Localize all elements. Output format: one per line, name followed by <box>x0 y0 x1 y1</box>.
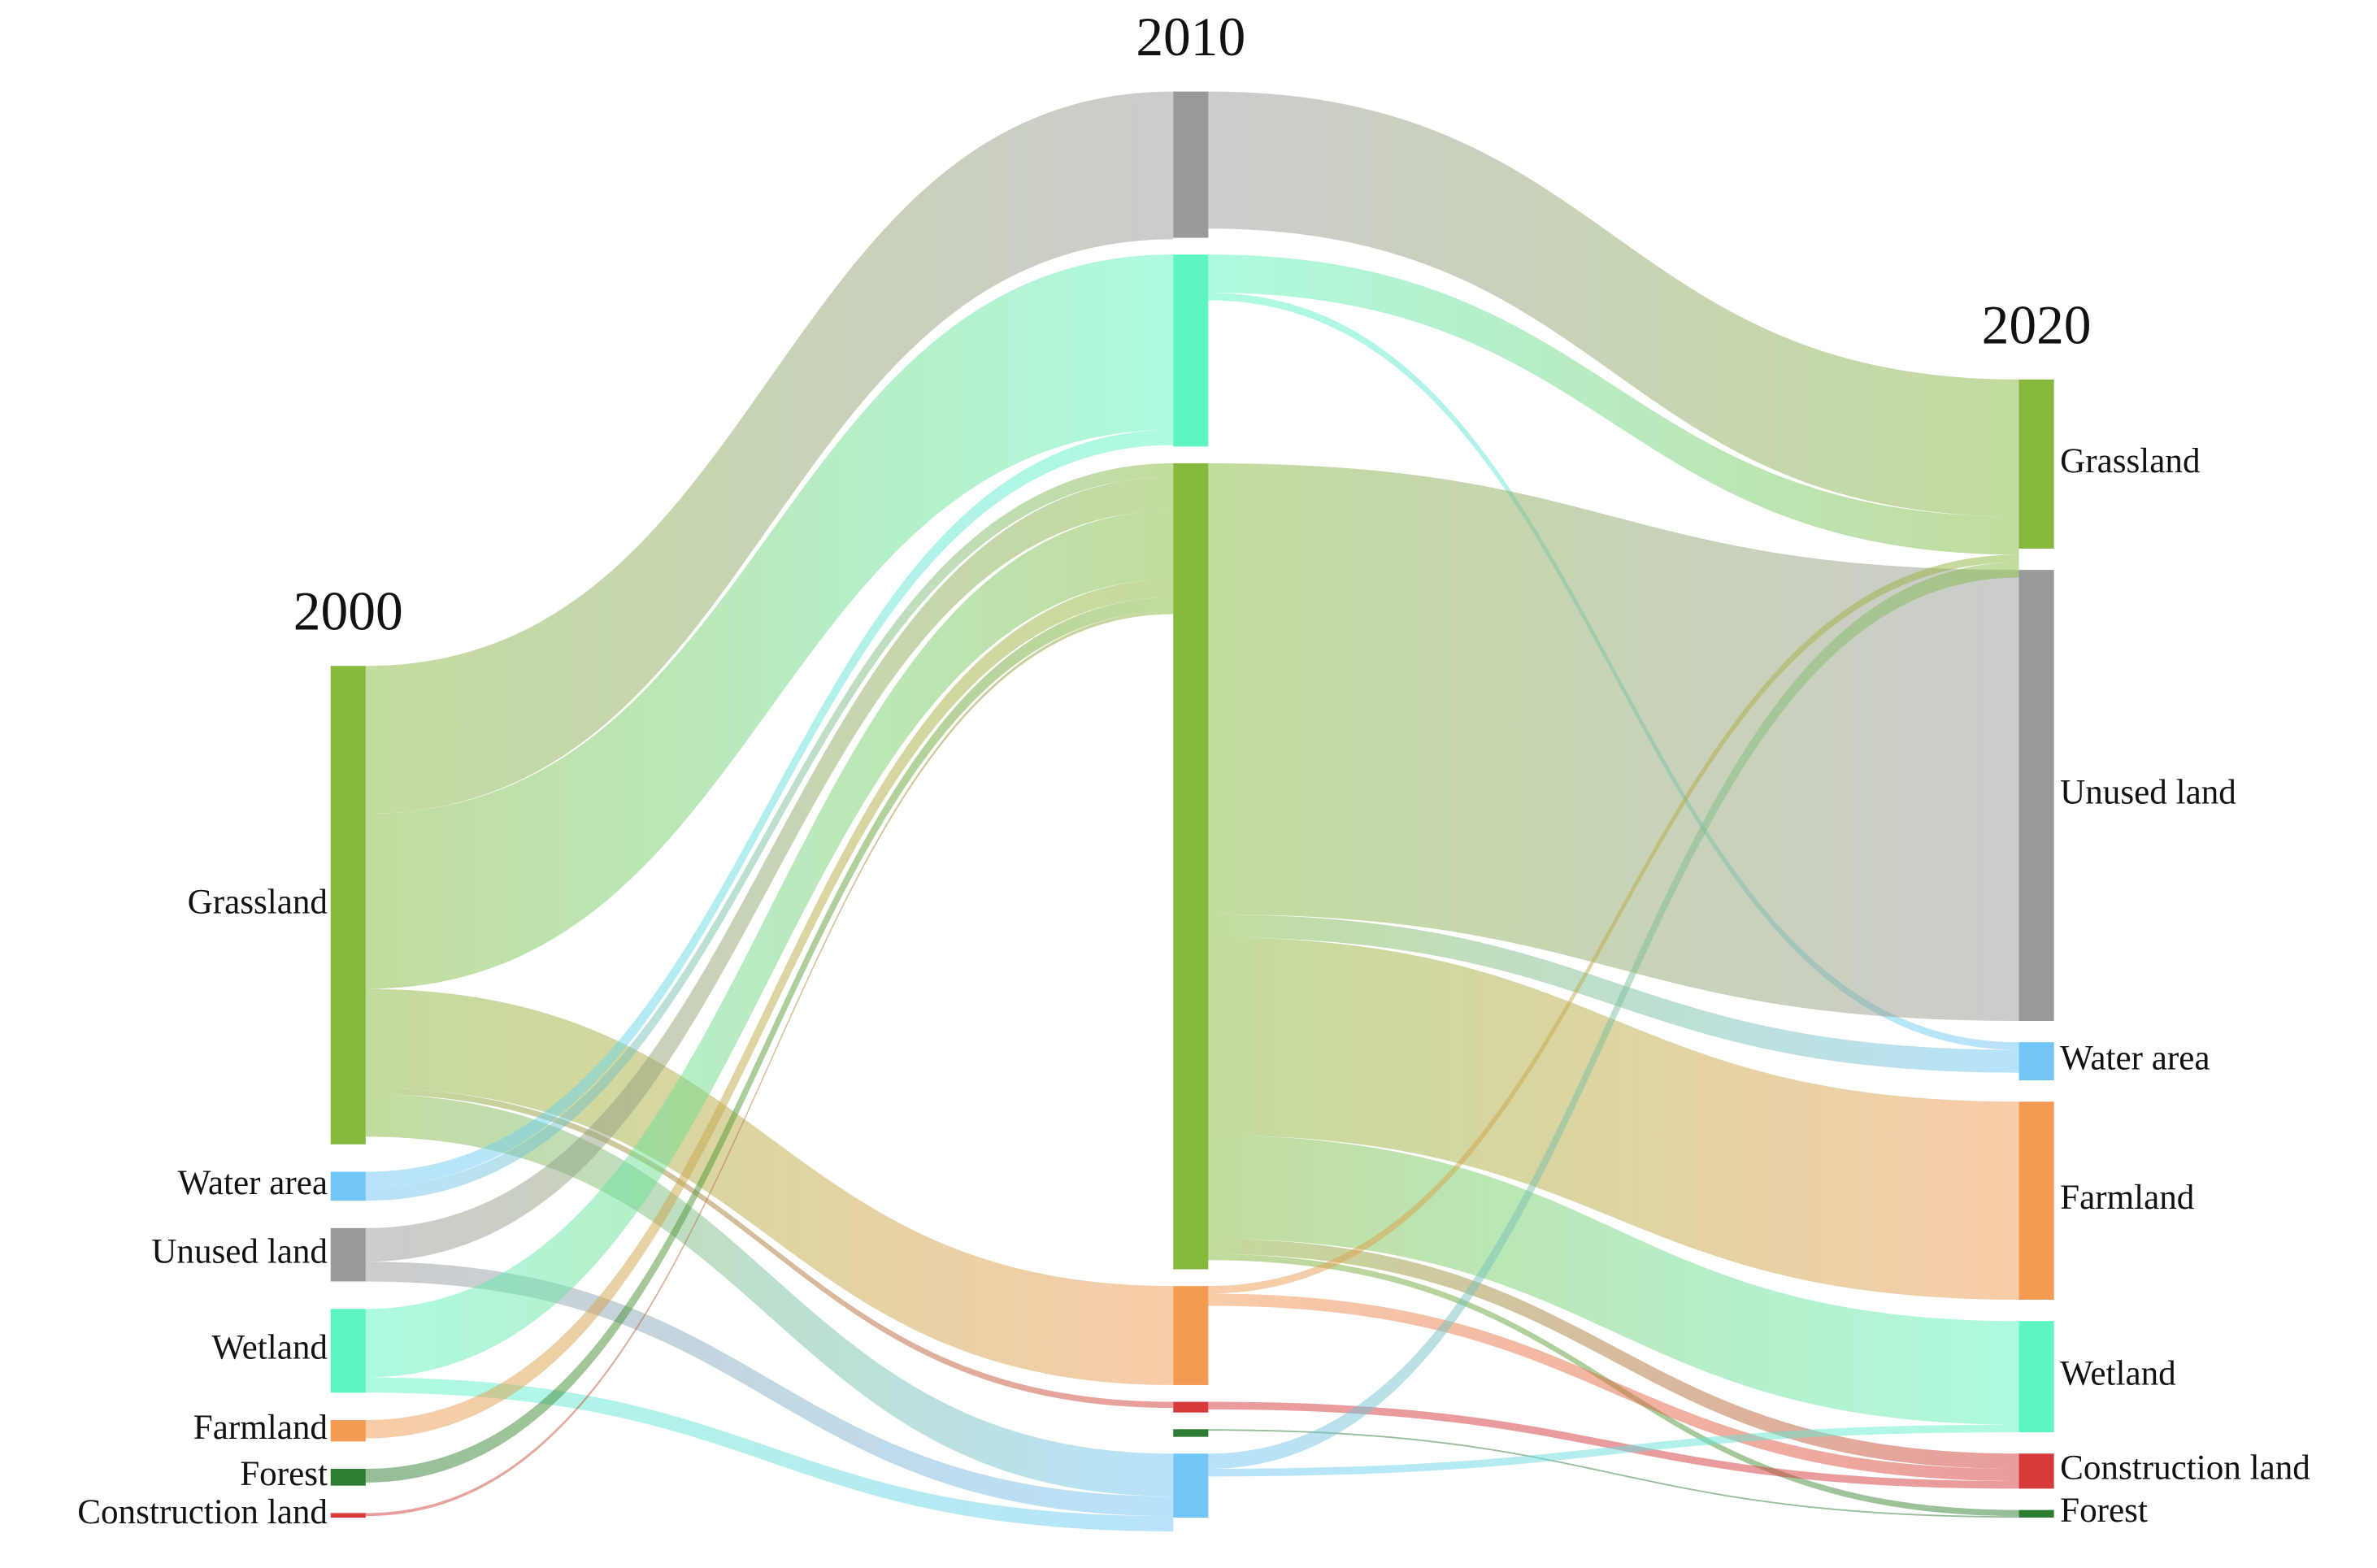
node <box>1173 1429 1209 1437</box>
flow-link <box>1208 91 2019 517</box>
flow-link <box>1208 1401 2019 1489</box>
node <box>2018 1042 2054 1081</box>
node <box>2018 1509 2054 1518</box>
flow-link <box>1208 463 2019 1021</box>
flow-link <box>365 1377 1174 1531</box>
flow-link <box>365 91 1174 814</box>
flow-link <box>365 254 1174 989</box>
node <box>1173 91 1209 238</box>
node-label: Unused land <box>151 1233 328 1271</box>
column-title: 2020 <box>1982 294 2092 355</box>
node-label: Unused land <box>2060 773 2236 811</box>
node-label: Water area <box>178 1164 328 1202</box>
node-label: Water area <box>2060 1040 2210 1078</box>
flow-link <box>365 597 1174 1483</box>
node <box>330 1469 366 1486</box>
flow-link <box>365 988 1174 1385</box>
flow-link <box>1208 936 2019 1300</box>
node-label: Construction land <box>77 1493 328 1531</box>
node <box>2018 570 2054 1021</box>
flow-link <box>365 610 1174 1517</box>
node-label: Forest <box>240 1455 328 1493</box>
node <box>2018 1453 2054 1489</box>
node-label: Farmland <box>2060 1179 2195 1217</box>
node <box>330 1227 366 1282</box>
node-label: Grassland <box>2060 442 2201 480</box>
node <box>1173 1401 1209 1413</box>
nodes: 2000 Grassland Water area Unused land Wetlan… <box>77 7 2310 1531</box>
flow-link <box>365 510 1174 1378</box>
flow-link <box>1208 914 2019 1073</box>
node <box>1173 1286 1209 1385</box>
node <box>330 1513 366 1518</box>
flow-link <box>365 1093 1174 1496</box>
node <box>1173 1453 1209 1518</box>
column-title: 2010 <box>1136 7 1245 67</box>
flow-link <box>1208 1293 2019 1482</box>
flow-link <box>1208 1429 2019 1518</box>
flow-link <box>365 463 1174 1201</box>
node-label: Construction land <box>2060 1449 2310 1488</box>
node-label: Forest <box>2060 1492 2148 1530</box>
node <box>2018 1101 2054 1300</box>
flow-link <box>1208 554 2019 1294</box>
flow-link <box>365 1088 1174 1409</box>
flow-link <box>1208 562 2019 1470</box>
node <box>330 666 366 1145</box>
links <box>365 91 2019 1531</box>
flow-link <box>1208 1238 2019 1470</box>
node-label: Wetland <box>2060 1355 2176 1393</box>
flow-link <box>1208 1424 2019 1477</box>
flow-link <box>1208 1135 2019 1425</box>
flow-link <box>365 579 1174 1439</box>
flow-link <box>365 476 1174 1262</box>
node <box>2018 1321 2054 1433</box>
node <box>330 1171 366 1201</box>
node <box>1173 254 1209 447</box>
node <box>2018 379 2054 549</box>
node <box>1173 463 1209 1270</box>
node <box>330 1420 366 1442</box>
node-label: Wetland <box>211 1329 328 1367</box>
flow-link <box>365 1262 1174 1517</box>
node-label: Farmland <box>193 1409 328 1447</box>
node-label: Grassland <box>188 883 328 921</box>
flow-link <box>365 429 1174 1188</box>
node <box>330 1309 366 1393</box>
column-title: 2000 <box>293 581 403 642</box>
flow-link <box>1208 254 2019 555</box>
